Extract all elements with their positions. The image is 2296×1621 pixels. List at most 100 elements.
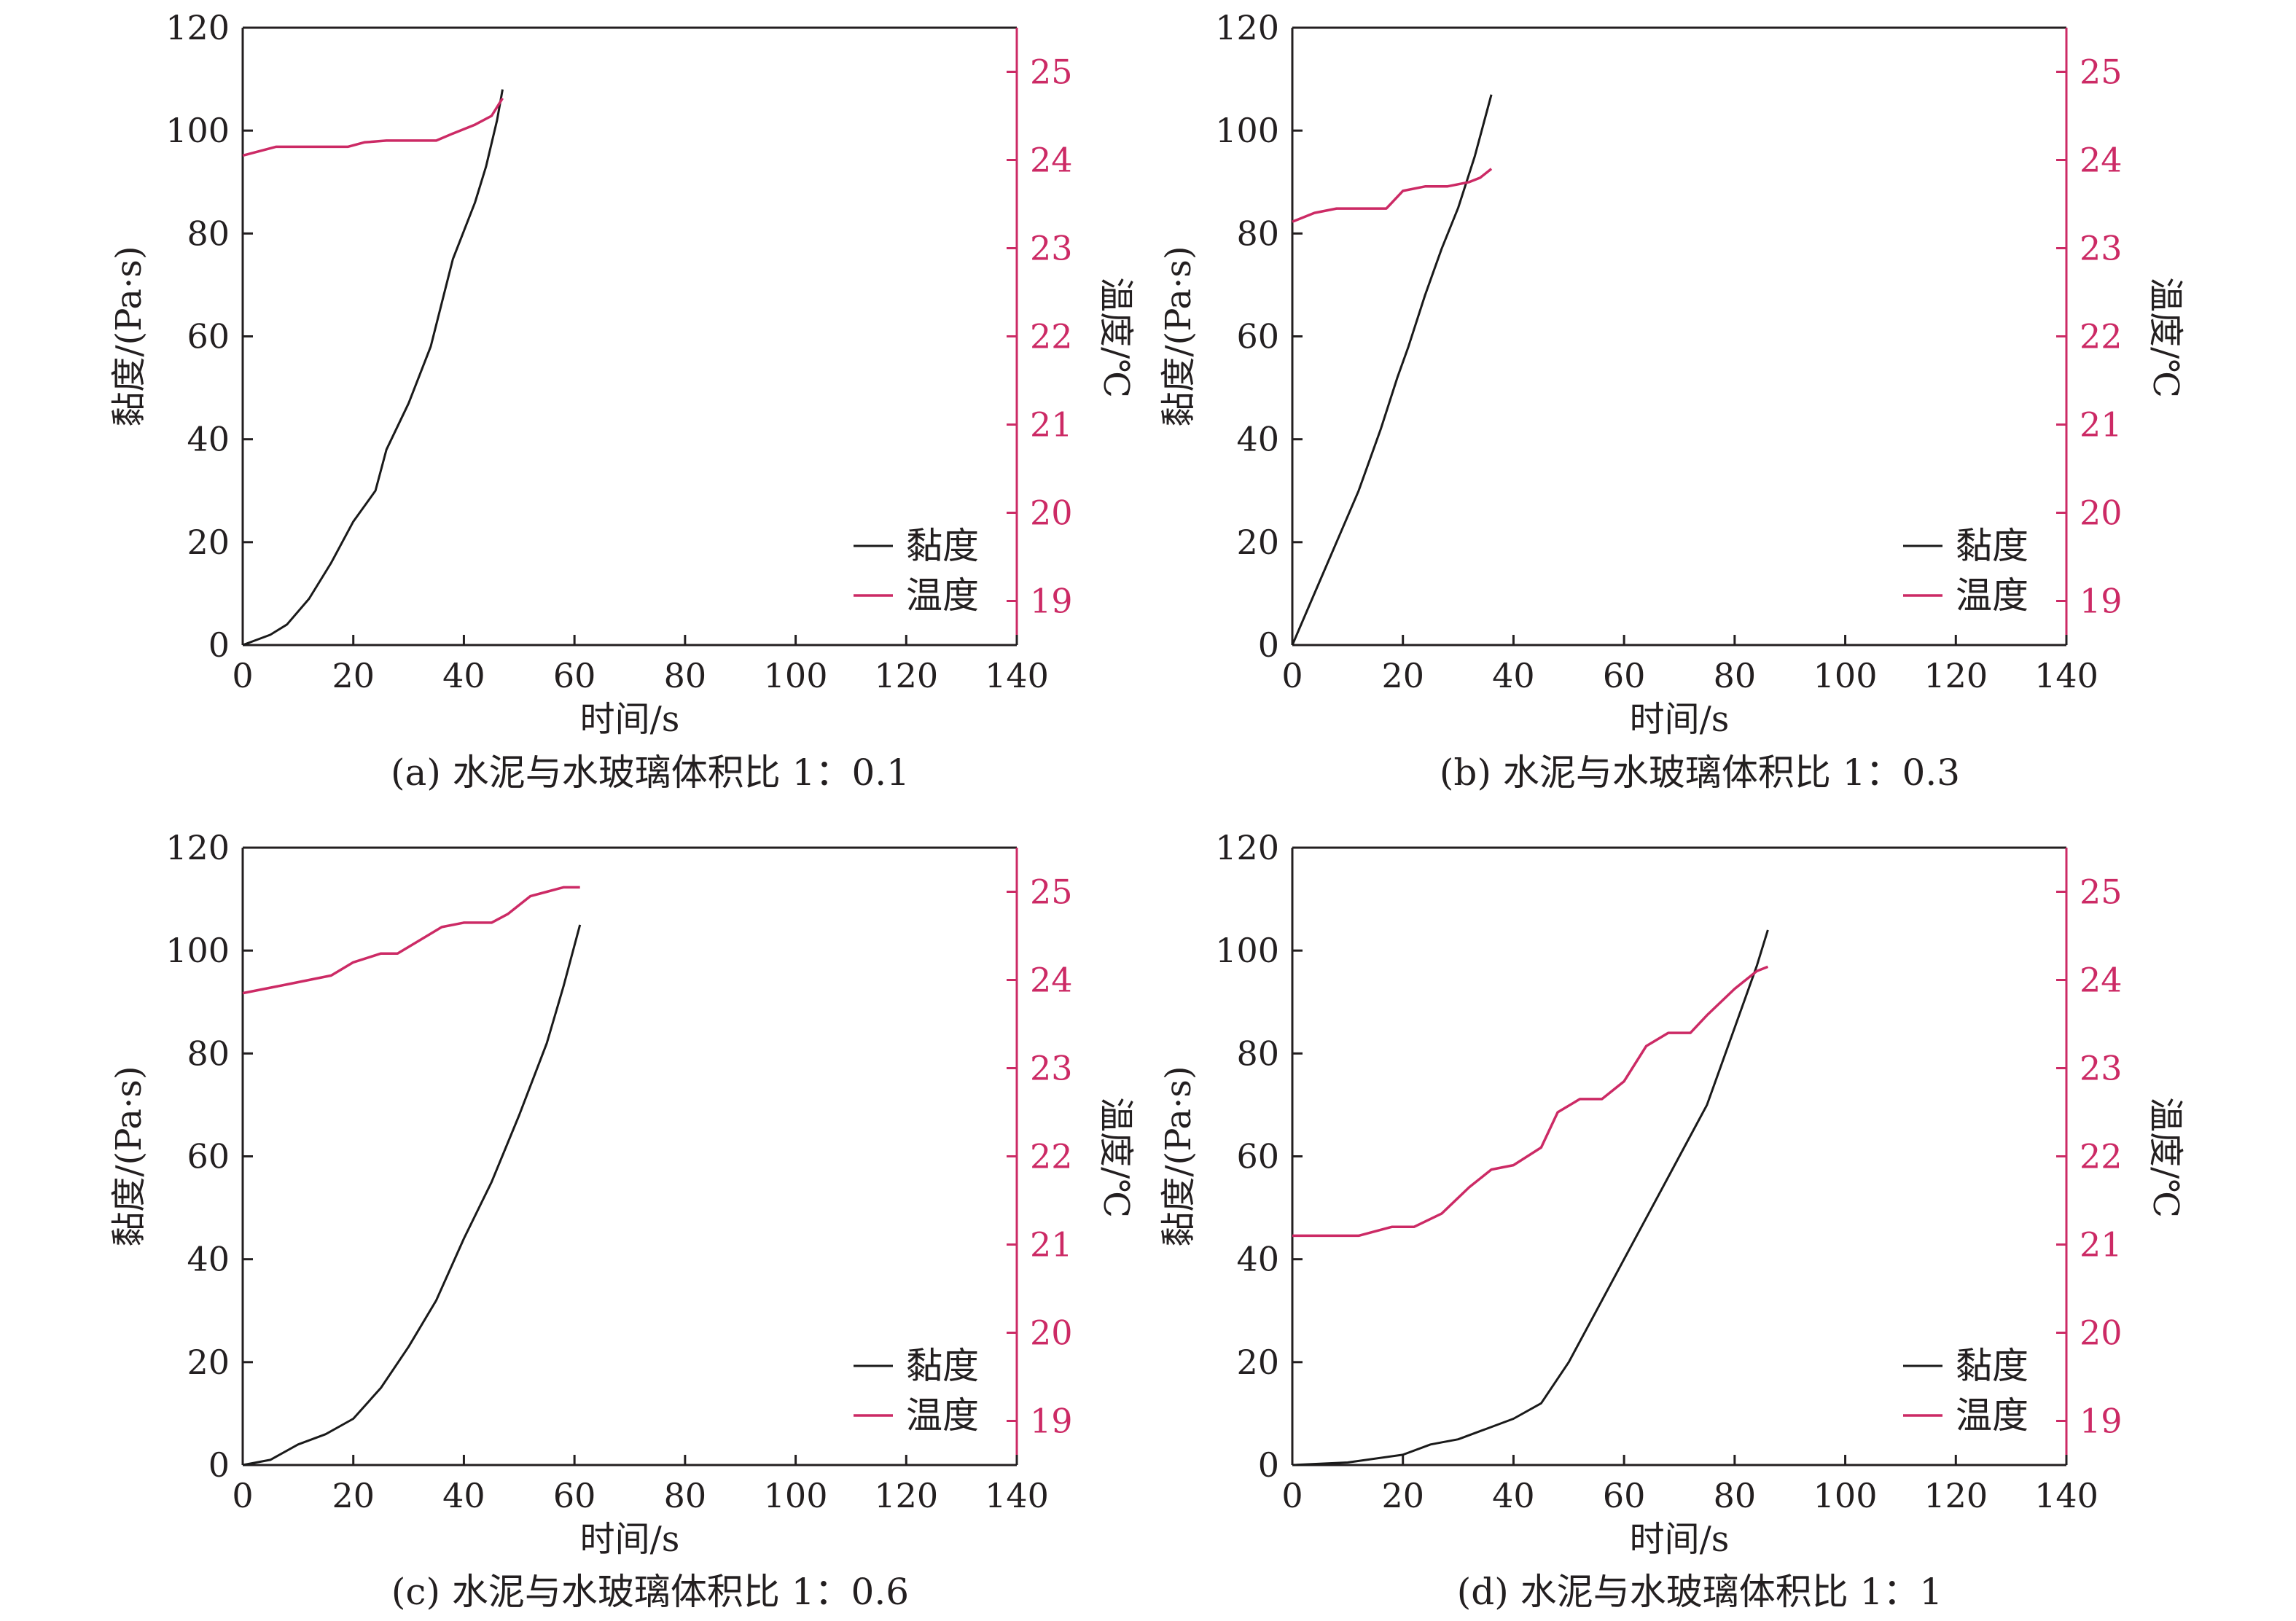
y-tick-label: 100 bbox=[165, 931, 230, 970]
x-tick-label: 100 bbox=[764, 1476, 828, 1515]
x-tick-label: 140 bbox=[2034, 656, 2098, 695]
y2-tick-label: 19 bbox=[2080, 1402, 2123, 1441]
y2-axis-title: 温度/℃ bbox=[1096, 1097, 1136, 1218]
y2-tick-label: 21 bbox=[1030, 405, 1073, 445]
y-tick-label: 60 bbox=[187, 317, 230, 356]
y-tick-label: 20 bbox=[187, 1343, 230, 1382]
y-tick-label: 120 bbox=[1215, 828, 1279, 867]
y-tick-label: 40 bbox=[1236, 1240, 1279, 1279]
x-tick-label: 40 bbox=[442, 1476, 485, 1515]
x-axis-title: 时间/s bbox=[580, 1519, 680, 1560]
y2-tick-label: 20 bbox=[1030, 493, 1073, 533]
y2-tick-label: 22 bbox=[2080, 1137, 2123, 1176]
y2-tick-label: 23 bbox=[1030, 229, 1073, 268]
legend-label-temperature: 温度 bbox=[906, 574, 979, 617]
y-tick-label: 0 bbox=[208, 625, 230, 665]
x-tick-label: 20 bbox=[1381, 1476, 1424, 1515]
y-tick-label: 120 bbox=[165, 828, 230, 867]
x-axis-title: 时间/s bbox=[580, 699, 680, 740]
y2-tick-label: 23 bbox=[2080, 1049, 2123, 1088]
y-axis-title: 黏度/(Pa·s) bbox=[109, 1066, 149, 1246]
y2-tick-label: 22 bbox=[1030, 317, 1073, 356]
caption-d: (d) 水泥与水玻璃体积比 1：1 bbox=[1456, 1571, 1943, 1613]
y-tick-label: 20 bbox=[1236, 523, 1279, 562]
y-tick-label: 120 bbox=[1215, 8, 1279, 47]
x-tick-label: 100 bbox=[1813, 656, 1878, 695]
x-tick-label: 120 bbox=[1924, 656, 1988, 695]
legend-label-viscosity: 黏度 bbox=[1956, 525, 2028, 567]
x-tick-label: 100 bbox=[1813, 1476, 1878, 1515]
chart-b: 0 20 40 60 80 100 120 140 0 20 40 60 80 100 120 19 20 21 2… bbox=[1158, 8, 2186, 740]
y2-tick-label: 19 bbox=[1030, 1402, 1073, 1441]
y-axis-title: 黏度/(Pa·s) bbox=[1158, 1066, 1199, 1246]
x-tick-label: 80 bbox=[664, 1476, 707, 1515]
y2-tick-label: 24 bbox=[1030, 961, 1073, 1000]
x-tick-label: 140 bbox=[985, 1476, 1049, 1515]
x-tick-label: 0 bbox=[232, 1476, 253, 1515]
y-tick-label: 80 bbox=[1236, 214, 1279, 253]
y-tick-label: 100 bbox=[165, 111, 230, 150]
x-tick-label: 0 bbox=[1281, 656, 1303, 695]
legend-label-viscosity: 黏度 bbox=[906, 525, 979, 567]
y2-tick-label: 21 bbox=[2080, 1225, 2123, 1265]
x-tick-label: 120 bbox=[1924, 1476, 1988, 1515]
y2-tick-label: 20 bbox=[2080, 493, 2123, 533]
y-tick-label: 100 bbox=[1215, 111, 1279, 150]
caption-a: (a) 水泥与水玻璃体积比 1：0.1 bbox=[391, 751, 910, 794]
temperature-line bbox=[1292, 168, 1493, 223]
x-tick-label: 100 bbox=[764, 656, 828, 695]
legend-label-temperature: 温度 bbox=[1956, 574, 2028, 617]
y2-axis-title: 温度/℃ bbox=[1096, 277, 1136, 398]
x-tick-label: 60 bbox=[1603, 656, 1646, 695]
y-tick-label: 0 bbox=[1258, 1445, 1279, 1485]
y2-tick-label: 25 bbox=[2080, 52, 2123, 92]
temperature-line bbox=[1292, 965, 1769, 1238]
y2-tick-label: 19 bbox=[2080, 582, 2123, 621]
viscosity-line bbox=[1291, 94, 1493, 646]
legend-label-temperature: 温度 bbox=[1956, 1394, 2028, 1437]
x-tick-label: 0 bbox=[1281, 1476, 1303, 1515]
legend-label-temperature: 温度 bbox=[906, 1394, 979, 1437]
y-tick-label: 0 bbox=[208, 1445, 230, 1485]
x-tick-label: 120 bbox=[874, 656, 938, 695]
y2-tick-label: 22 bbox=[1030, 1137, 1073, 1176]
y-tick-label: 20 bbox=[1236, 1343, 1279, 1382]
y2-tick-label: 21 bbox=[2080, 405, 2123, 445]
viscosity-line bbox=[242, 924, 582, 1466]
caption-b: (b) 水泥与水玻璃体积比 1：0.3 bbox=[1439, 751, 1961, 794]
viscosity-line bbox=[242, 89, 504, 647]
x-tick-label: 80 bbox=[1714, 656, 1757, 695]
x-tick-label: 40 bbox=[442, 656, 485, 695]
y2-tick-label: 24 bbox=[2080, 141, 2123, 180]
y2-tick-label: 25 bbox=[2080, 872, 2123, 912]
x-axis-title: 时间/s bbox=[1630, 1519, 1730, 1560]
viscosity-line bbox=[1292, 929, 1769, 1466]
y-axis-title: 黏度/(Pa·s) bbox=[1158, 246, 1199, 426]
y-tick-label: 100 bbox=[1215, 931, 1279, 970]
x-tick-label: 80 bbox=[664, 656, 707, 695]
y2-tick-label: 25 bbox=[1030, 872, 1073, 912]
y2-tick-label: 24 bbox=[1030, 141, 1073, 180]
temperature-line bbox=[242, 97, 504, 157]
y2-tick-label: 23 bbox=[1030, 1049, 1073, 1088]
y-tick-label: 80 bbox=[187, 1034, 230, 1073]
x-tick-label: 40 bbox=[1492, 656, 1535, 695]
y2-tick-label: 21 bbox=[1030, 1225, 1073, 1265]
y-tick-label: 60 bbox=[1236, 317, 1279, 356]
y-tick-label: 40 bbox=[1236, 420, 1279, 459]
y-tick-label: 40 bbox=[187, 1240, 230, 1279]
chart-d: 0 20 40 60 80 100 120 140 0 20 40 60 80 100 120 19 20 21 2… bbox=[1158, 828, 2186, 1560]
x-tick-label: 0 bbox=[232, 656, 253, 695]
chart-c: 0 20 40 60 80 100 120 140 0 20 40 60 80 100 120 19 20 21 2… bbox=[109, 828, 1136, 1560]
y-tick-label: 80 bbox=[1236, 1034, 1279, 1073]
y-tick-label: 0 bbox=[1258, 625, 1279, 665]
y2-tick-label: 24 bbox=[2080, 961, 2123, 1000]
x-tick-label: 120 bbox=[874, 1476, 938, 1515]
y-tick-label: 60 bbox=[187, 1137, 230, 1176]
x-tick-label: 40 bbox=[1492, 1476, 1535, 1515]
x-tick-label: 140 bbox=[2034, 1476, 2098, 1515]
y2-tick-label: 19 bbox=[1030, 582, 1073, 621]
x-tick-label: 60 bbox=[553, 656, 596, 695]
y2-tick-label: 20 bbox=[1030, 1313, 1073, 1353]
